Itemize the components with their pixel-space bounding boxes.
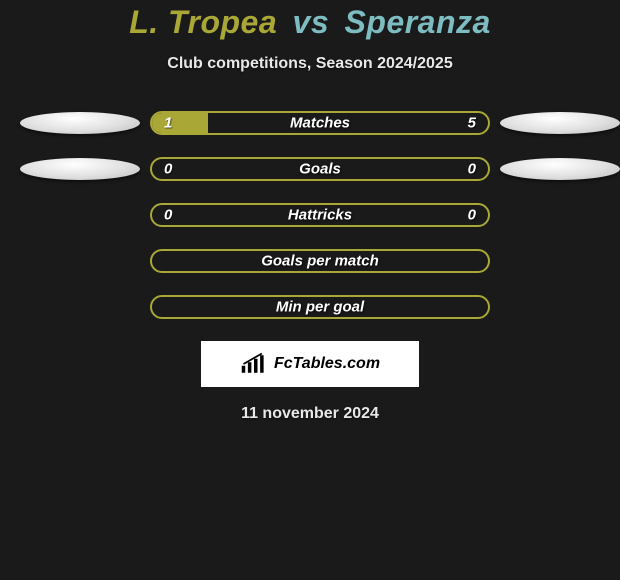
stat-right-value: 0 bbox=[468, 161, 476, 178]
stat-label: Goals bbox=[299, 161, 341, 178]
bar-fill-left bbox=[152, 113, 208, 133]
stat-left-value: 1 bbox=[164, 115, 172, 132]
player2-name: Speranza bbox=[345, 4, 491, 40]
comparison-title: L. Tropea vs Speranza bbox=[0, 4, 620, 41]
stat-label: Hattricks bbox=[288, 207, 352, 224]
stat-right-value: 0 bbox=[468, 207, 476, 224]
player2-badge bbox=[500, 158, 620, 180]
player1-badge bbox=[20, 158, 140, 180]
stat-bar-goals-per-match: Goals per match bbox=[150, 249, 490, 273]
stat-label: Matches bbox=[290, 115, 350, 132]
stat-row: Min per goal bbox=[20, 295, 600, 319]
stat-bar-hattricks: 0 Hattricks 0 bbox=[150, 203, 490, 227]
player1-badge bbox=[20, 112, 140, 134]
stat-row: Goals per match bbox=[20, 249, 600, 273]
player2-badge bbox=[500, 112, 620, 134]
brand-badge[interactable]: FcTables.com bbox=[201, 341, 419, 387]
player1-name: L. Tropea bbox=[129, 4, 277, 40]
subtitle: Club competitions, Season 2024/2025 bbox=[0, 55, 620, 73]
stat-label: Goals per match bbox=[261, 253, 379, 270]
stat-left-value: 0 bbox=[164, 207, 172, 224]
stat-label: Min per goal bbox=[276, 299, 364, 316]
stat-row: 1 Matches 5 bbox=[20, 111, 600, 135]
stat-row: 0 Hattricks 0 bbox=[20, 203, 600, 227]
stat-bar-matches: 1 Matches 5 bbox=[150, 111, 490, 135]
stat-right-value: 5 bbox=[468, 115, 476, 132]
chart-icon bbox=[240, 352, 268, 376]
brand-text: FcTables.com bbox=[274, 355, 380, 373]
date-text: 11 november 2024 bbox=[0, 405, 620, 423]
stat-row: 0 Goals 0 bbox=[20, 157, 600, 181]
stat-bar-min-per-goal: Min per goal bbox=[150, 295, 490, 319]
stat-left-value: 0 bbox=[164, 161, 172, 178]
stat-bar-goals: 0 Goals 0 bbox=[150, 157, 490, 181]
widget-root: L. Tropea vs Speranza Club competitions,… bbox=[0, 0, 620, 423]
vs-text: vs bbox=[293, 4, 330, 40]
stats-list: 1 Matches 5 0 Goals 0 0 Hattricks 0 bbox=[0, 111, 620, 319]
